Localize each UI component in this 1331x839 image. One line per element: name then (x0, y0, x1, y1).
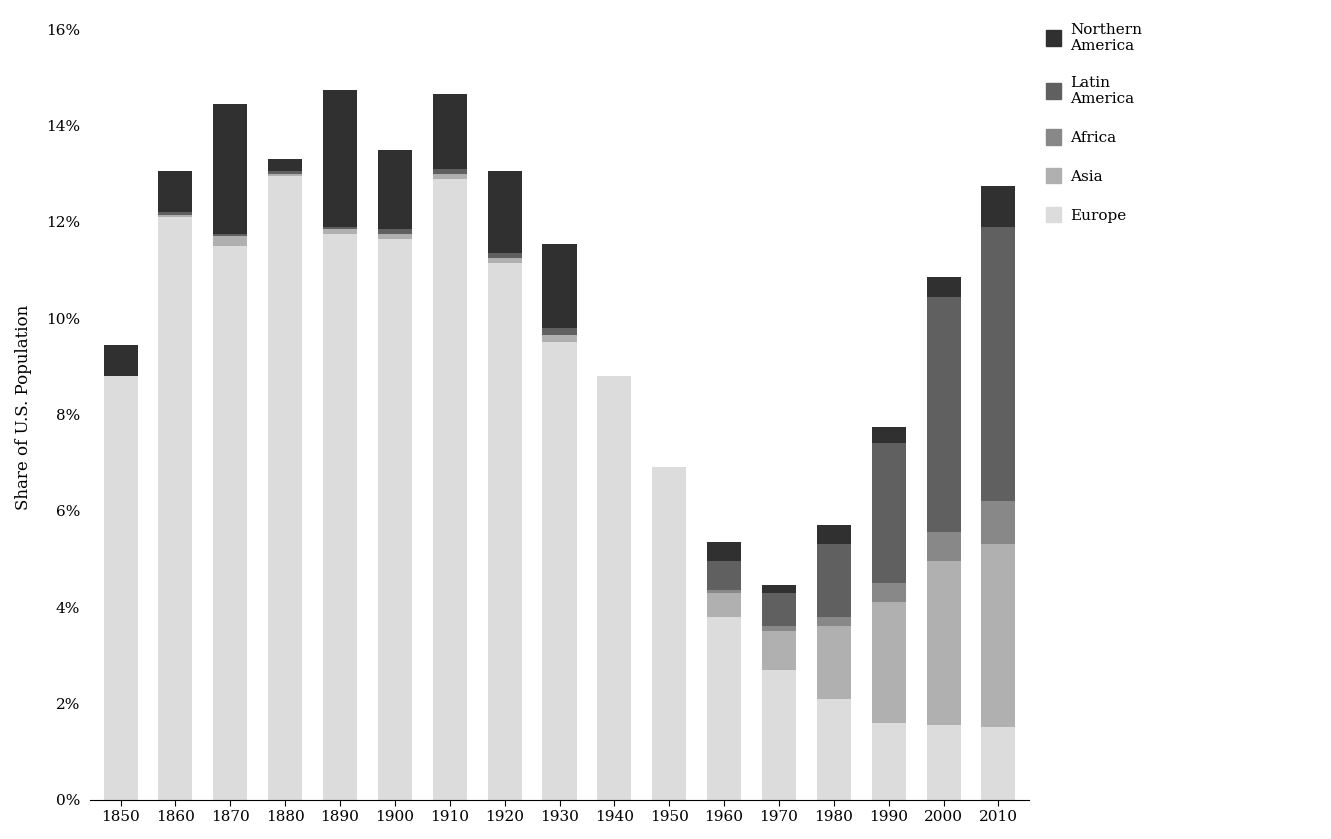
Legend: Northern
America, Latin
America, Africa, Asia, Europe: Northern America, Latin America, Africa,… (1046, 23, 1142, 222)
Bar (872, 722, 905, 800)
Bar (817, 626, 851, 699)
Bar (268, 171, 302, 174)
Bar (817, 525, 851, 545)
Bar (323, 234, 357, 800)
Bar (598, 376, 631, 800)
Bar (213, 104, 248, 234)
Bar (378, 150, 411, 229)
Bar (378, 239, 411, 800)
Bar (926, 278, 961, 296)
Bar (707, 542, 741, 561)
Bar (433, 174, 467, 179)
Bar (872, 602, 905, 722)
Bar (213, 246, 248, 800)
Bar (158, 212, 193, 215)
Bar (433, 169, 467, 174)
Bar (104, 345, 137, 376)
Bar (872, 443, 905, 583)
Bar (268, 176, 302, 800)
Bar (761, 592, 796, 626)
Bar (707, 561, 741, 590)
Bar (158, 215, 193, 217)
Bar (487, 171, 522, 253)
Bar (817, 617, 851, 626)
Bar (872, 583, 905, 602)
Bar (761, 586, 796, 592)
Bar (981, 227, 1016, 501)
Bar (926, 533, 961, 561)
Bar (543, 328, 576, 335)
Bar (323, 90, 357, 227)
Bar (981, 727, 1016, 800)
Bar (707, 617, 741, 800)
Bar (543, 342, 576, 800)
Bar (707, 590, 741, 592)
Bar (213, 234, 248, 237)
Bar (817, 545, 851, 617)
Bar (652, 467, 687, 800)
Bar (433, 179, 467, 800)
Bar (761, 670, 796, 800)
Bar (323, 229, 357, 234)
Bar (817, 699, 851, 800)
Bar (926, 561, 961, 725)
Bar (543, 243, 576, 328)
Bar (761, 631, 796, 670)
Bar (433, 95, 467, 169)
Bar (707, 592, 741, 617)
Bar (981, 186, 1016, 227)
Bar (323, 227, 357, 229)
Bar (926, 296, 961, 533)
Bar (378, 229, 411, 234)
Bar (158, 217, 193, 800)
Bar (487, 253, 522, 258)
Bar (104, 376, 137, 800)
Bar (872, 426, 905, 443)
Bar (487, 258, 522, 263)
Bar (378, 234, 411, 239)
Bar (268, 174, 302, 176)
Bar (761, 626, 796, 631)
Bar (268, 159, 302, 171)
Bar (487, 263, 522, 800)
Bar (981, 501, 1016, 545)
Bar (926, 725, 961, 800)
Bar (213, 237, 248, 246)
Bar (158, 171, 193, 212)
Y-axis label: Share of U.S. Population: Share of U.S. Population (15, 305, 32, 510)
Bar (981, 545, 1016, 727)
Bar (543, 335, 576, 342)
